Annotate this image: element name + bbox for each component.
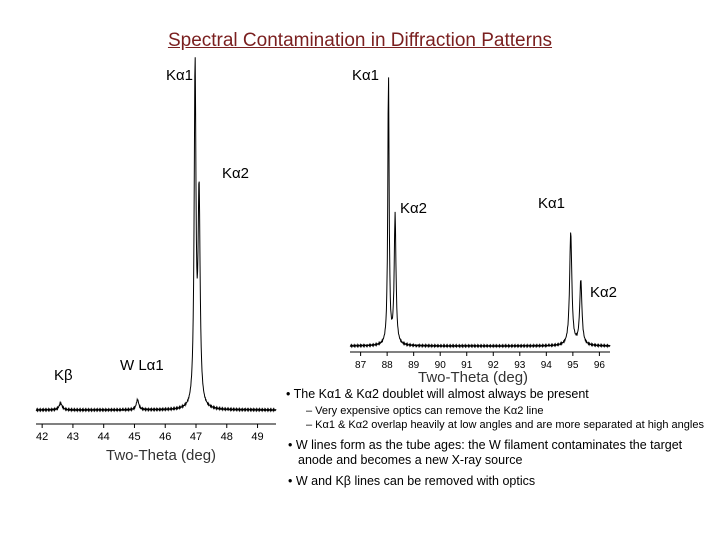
tick-label: 48 [221, 431, 233, 443]
left-x-axis-title: Two-Theta (deg) [106, 447, 216, 464]
right-chart: 87 88 89 90 91 92 93 94 95 96 Two-Theta (deg) Kα1… [349, 67, 617, 386]
left-chart: 42 43 44 45 46 47 48 49 Two-Theta (deg) Kα1 Kα2… [35, 57, 277, 464]
tick-label: 42 [36, 431, 48, 443]
note-sub-1: – Very expensive optics can remove the K… [306, 405, 544, 418]
right-ka1-label-a: Kα1 [352, 67, 379, 84]
tick-label: 95 [567, 360, 579, 371]
tick-label: 91 [461, 360, 473, 371]
tick-label: 44 [98, 431, 110, 443]
tick-label: 92 [488, 360, 500, 371]
tick-label: 46 [159, 431, 171, 443]
left-ka2-label: Kα2 [222, 165, 249, 182]
page-title: Spectral Contamination in Diffraction Pa… [167, 30, 553, 51]
right-tick-labels: 87 88 89 90 91 92 93 94 95 96 [355, 352, 605, 371]
left-ka1-label: Kα1 [166, 67, 193, 84]
note-bullet-2: • W lines form as the tube ages: the W f… [288, 437, 683, 467]
right-ka2-label-a: Kα2 [400, 200, 427, 217]
tick-label: 90 [435, 360, 447, 371]
note-bullet-3: • W and Kβ lines can be removed with opt… [288, 474, 536, 489]
tick-label: 87 [355, 360, 367, 371]
tick-label: 43 [67, 431, 79, 443]
left-series-line [35, 57, 277, 413]
tick-label: 94 [541, 360, 553, 371]
tick-label: 93 [514, 360, 526, 371]
tick-label: 45 [128, 431, 140, 443]
tick-label: 89 [408, 360, 420, 371]
right-series-line [349, 77, 611, 349]
tick-label: 49 [251, 431, 263, 443]
note-sub-2: – Kα1 & Kα2 overlap heavily at low angle… [306, 418, 704, 431]
kb-label: Kβ [54, 367, 73, 384]
notes-panel: • The Kα1 & Kα2 doublet will almost alwa… [286, 387, 706, 491]
left-tick-labels: 42 43 44 45 46 47 48 49 [36, 424, 264, 443]
w-la1-label: W Lα1 [120, 357, 164, 374]
right-ka1-label-b: Kα1 [538, 195, 565, 212]
tick-label: 96 [594, 360, 606, 371]
tick-label: 88 [382, 360, 394, 371]
note-bullet-1: • The Kα1 & Kα2 doublet will almost alwa… [286, 387, 589, 401]
right-ka2-label-b: Kα2 [590, 284, 617, 301]
tick-label: 47 [190, 431, 202, 443]
right-x-axis-title: Two-Theta (deg) [418, 369, 528, 386]
